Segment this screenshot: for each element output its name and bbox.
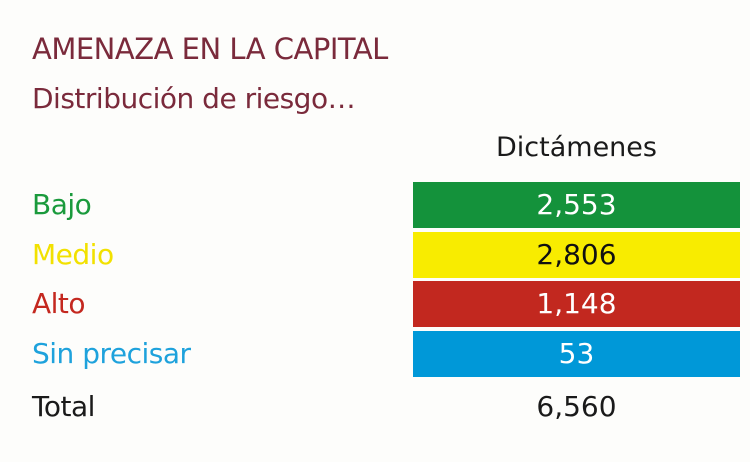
total-label: Total: [32, 390, 95, 423]
value-cell: 53: [413, 330, 740, 377]
column-header: Dictámenes: [496, 132, 657, 163]
value-cell: 2,806: [413, 231, 740, 278]
row-label: Alto: [32, 287, 86, 320]
value-cell: 2,553: [413, 182, 740, 228]
total-value: 6,560: [536, 390, 617, 423]
subtitle: Distribución de riesgo…: [32, 82, 356, 115]
row-label: Bajo: [32, 188, 92, 221]
row-label: Sin precisar: [32, 336, 191, 370]
title: AMENAZA EN LA CAPITAL: [32, 32, 388, 66]
value-cell: 1,148: [413, 281, 740, 327]
row-label: Medio: [32, 237, 114, 271]
